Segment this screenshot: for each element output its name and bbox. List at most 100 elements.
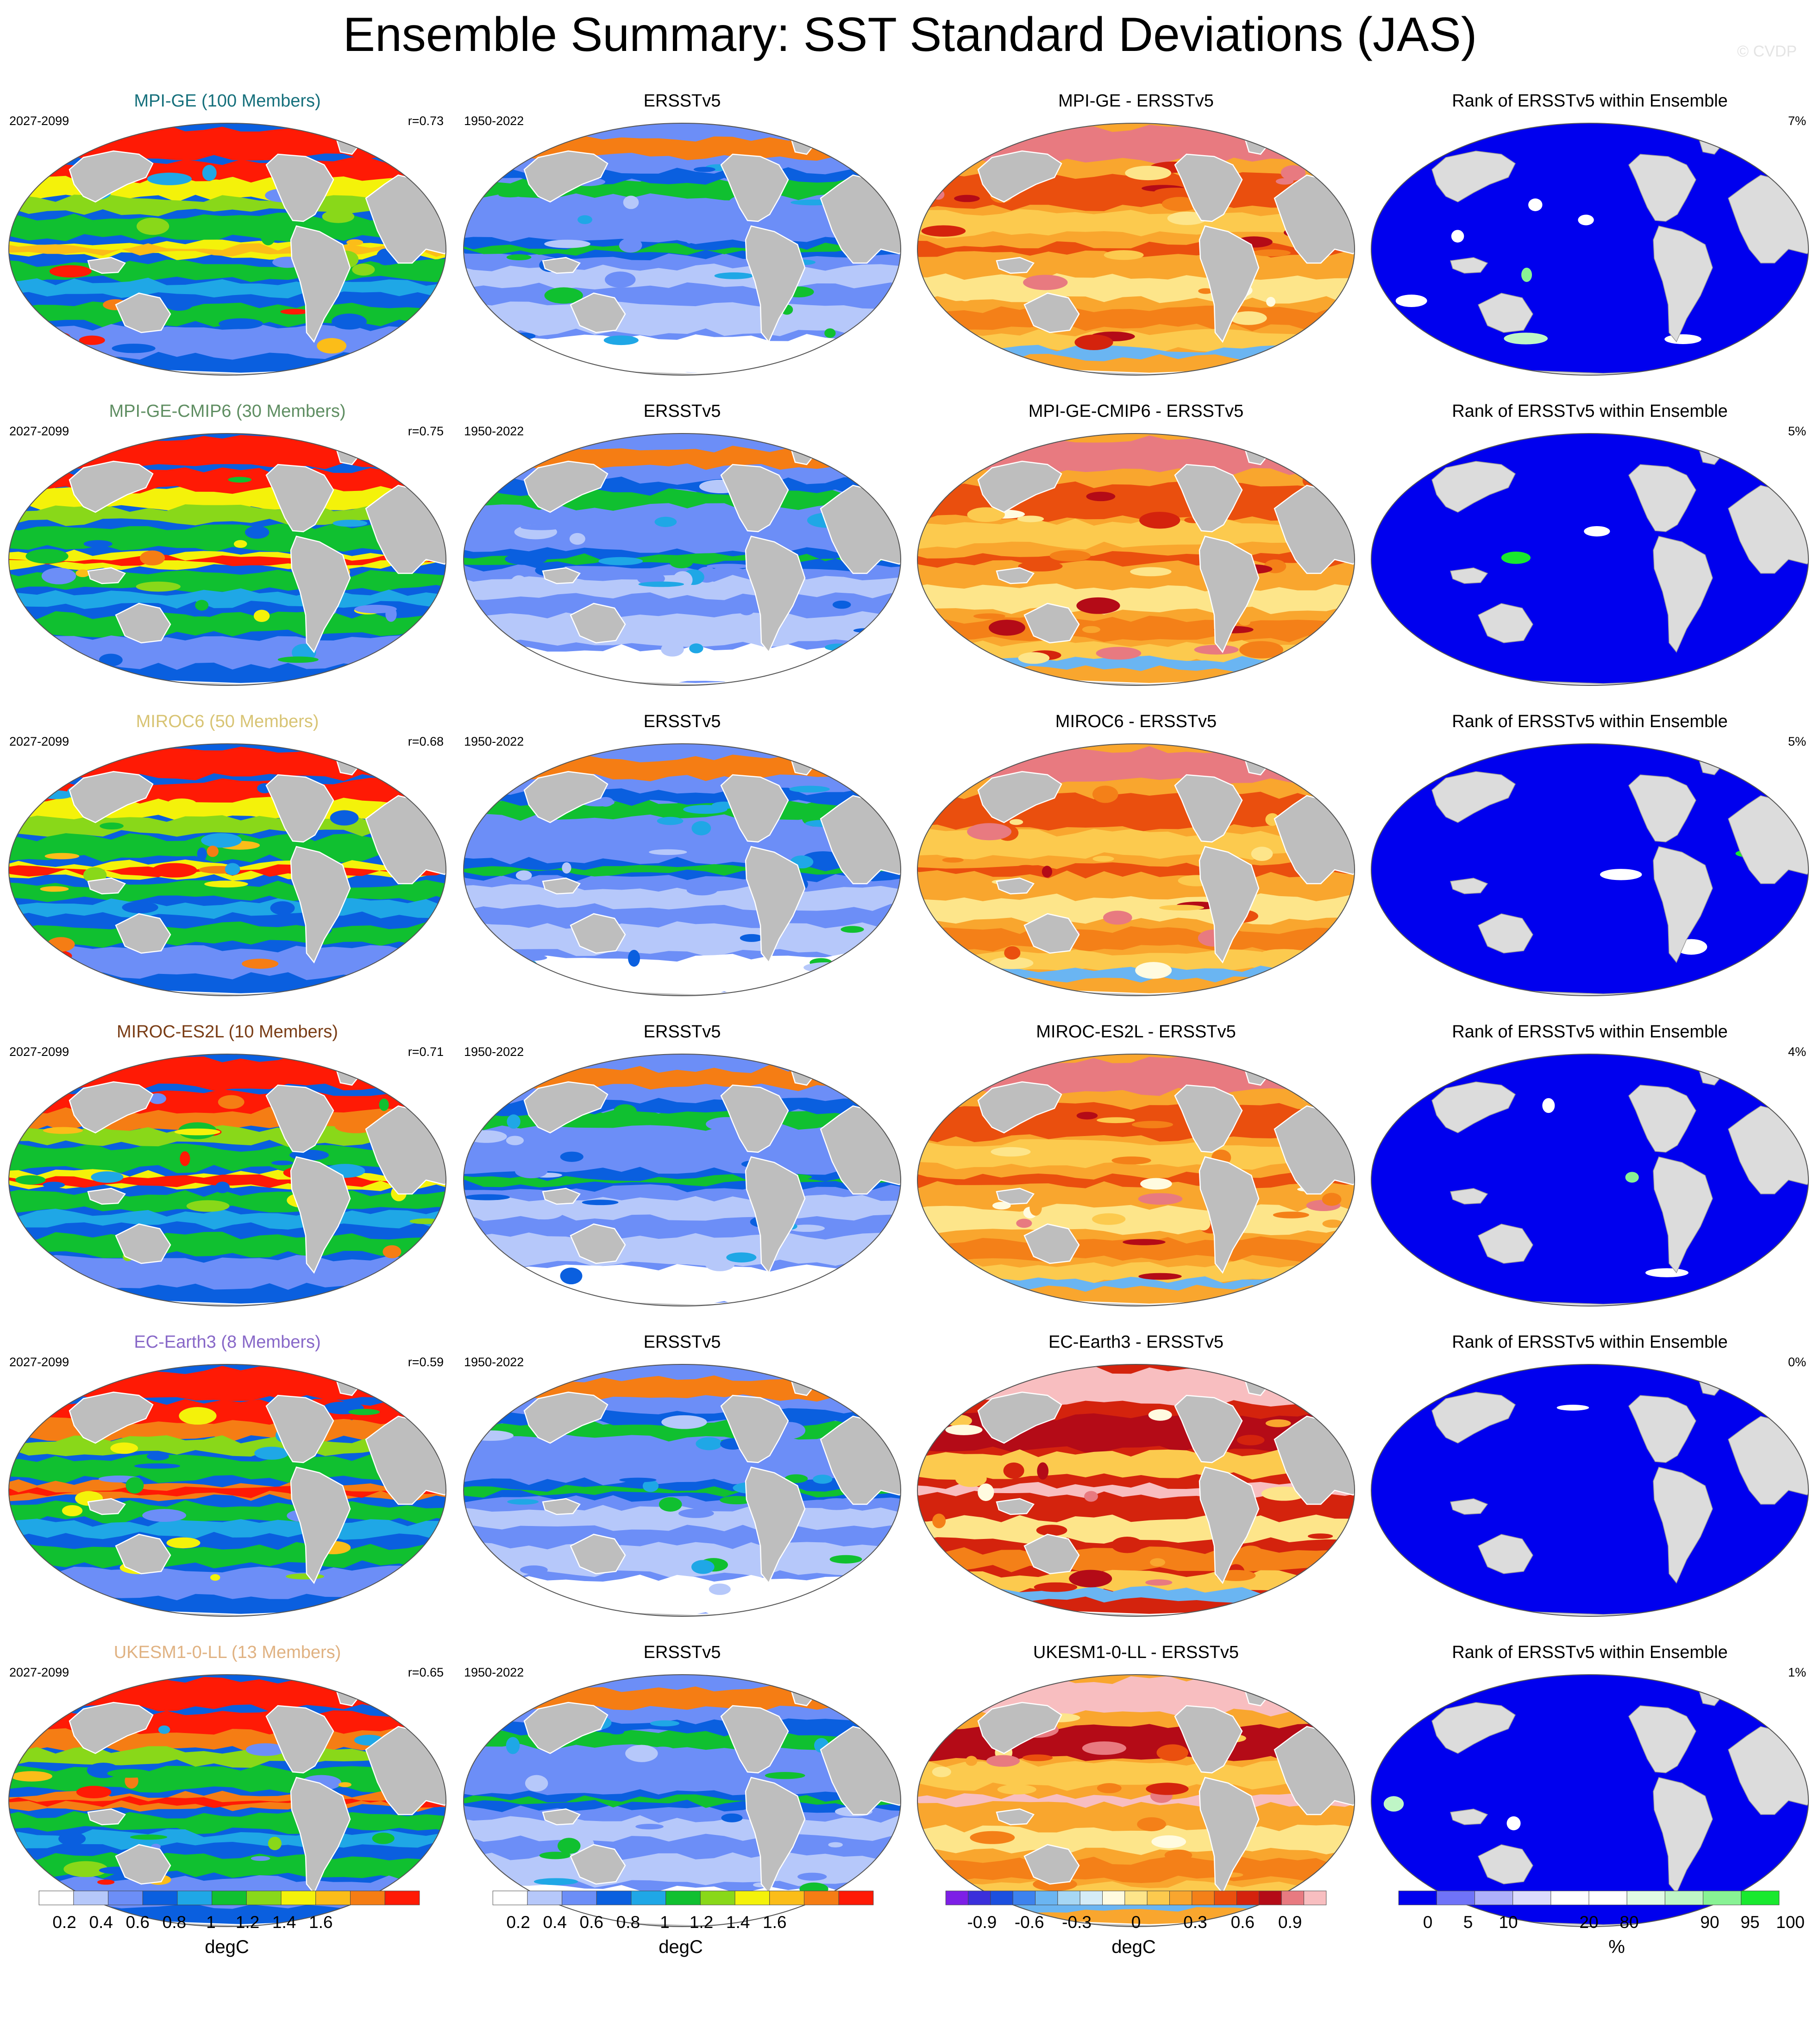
correlation-label: r=0.68 — [408, 735, 444, 748]
rank-panel: Rank of ERSSTv5 within Ensemble 1% — [1362, 1642, 1817, 1953]
model-panel: MPI-GE-CMIP6 (30 Members) 2027-2099 r=0.75 — [0, 401, 455, 711]
colorbar-swatch — [1214, 1890, 1237, 1905]
diff-panel: EC-Earth3 - ERSSTv5 — [909, 1332, 1363, 1642]
correlation-label: r=0.71 — [408, 1045, 444, 1059]
period-label: 2027-2099 — [9, 114, 69, 128]
period-label: 1950-2022 — [464, 114, 524, 128]
rank-percent-label: 5% — [1788, 424, 1806, 438]
model-map — [8, 1054, 446, 1306]
colorbar-swatch — [1741, 1890, 1780, 1905]
rank-percent-label: 1% — [1788, 1665, 1806, 1679]
colorbar-swatch — [700, 1890, 735, 1905]
colorbar-tick-label: 1.4 — [726, 1913, 750, 1932]
colorbar-tick-label: 0 — [1423, 1913, 1433, 1932]
colorbar-swatch — [492, 1890, 528, 1905]
colorbar-unit-label: degC — [205, 1937, 249, 1957]
colorbar-swatch — [246, 1890, 282, 1905]
colorbar-swatch — [1236, 1890, 1260, 1905]
correlation-label: r=0.65 — [408, 1665, 444, 1679]
colorbar-swatch — [838, 1890, 874, 1905]
period-label: 2027-2099 — [9, 735, 69, 748]
obs-panel-title: ERSSTv5 — [643, 91, 721, 111]
period-label: 1950-2022 — [464, 735, 524, 748]
model-panel: MPI-GE (100 Members) 2027-2099 r=0.73 — [0, 91, 455, 401]
colorbar-tick-label: 1.6 — [763, 1913, 787, 1932]
colorbar-swatch — [350, 1890, 385, 1905]
colorbar-tick-label: 0.4 — [89, 1913, 113, 1932]
rank-panel: Rank of ERSSTv5 within Ensemble 0% — [1362, 1332, 1817, 1642]
colorbar-swatch — [665, 1890, 701, 1905]
correlation-label: r=0.75 — [408, 424, 444, 438]
colorbar-tick-label: 0.8 — [616, 1913, 640, 1932]
obs-panel: ERSSTv5 1950-2022 — [455, 91, 910, 401]
rank-panel-title: Rank of ERSSTv5 within Ensemble — [1452, 1022, 1728, 1042]
colorbar-swatch — [384, 1890, 420, 1905]
colorbar-swatch — [1035, 1890, 1058, 1905]
model-panel-title: MIROC6 (50 Members) — [136, 712, 319, 731]
colorbar-swatch — [73, 1890, 109, 1905]
obs-panel: ERSSTv5 1950-2022 — [455, 1332, 910, 1642]
period-label: 2027-2099 — [9, 1665, 69, 1679]
colorbar-tick-label: 0.4 — [543, 1913, 567, 1932]
obs-map — [463, 433, 901, 686]
colorbar-swatch — [1436, 1890, 1475, 1905]
rank-panel-title: Rank of ERSSTv5 within Ensemble — [1452, 91, 1728, 111]
period-label: 2027-2099 — [9, 1355, 69, 1369]
colorbar-unit-label: % — [1608, 1937, 1625, 1957]
rank-map — [1371, 743, 1809, 996]
colorbar-tick-label: 1.4 — [272, 1913, 296, 1932]
rank-panel-title: Rank of ERSSTv5 within Ensemble — [1452, 1643, 1728, 1662]
colorbar-swatch — [1550, 1890, 1589, 1905]
colorbar-swatch — [1192, 1890, 1215, 1905]
diff-panel-title: EC-Earth3 - ERSSTv5 — [1048, 1332, 1224, 1352]
period-label: 1950-2022 — [464, 424, 524, 438]
colorbar-swatch — [769, 1890, 804, 1905]
colorbar-swatches — [38, 1890, 420, 1905]
colorbar-tick-label: -0.9 — [967, 1913, 997, 1932]
model-map — [8, 123, 446, 376]
model-panel: MIROC-ES2L (10 Members) 2027-2099 r=0.71 — [0, 1022, 455, 1332]
obs-panel-title: ERSSTv5 — [643, 1332, 721, 1352]
rank-map — [1371, 1364, 1809, 1617]
colorbar-tick-label: 1.2 — [689, 1913, 714, 1932]
copyright-label: © CVDP — [1737, 43, 1797, 60]
colorbar-tick-label: -0.6 — [1014, 1913, 1044, 1932]
rank-map — [1371, 433, 1809, 686]
correlation-label: r=0.59 — [408, 1355, 444, 1369]
period-label: 1950-2022 — [464, 1665, 524, 1679]
colorbar-tick-label: 0.9 — [1278, 1913, 1302, 1932]
diff-map — [917, 743, 1355, 996]
colorbar-swatch — [527, 1890, 563, 1905]
rank-percent-label: 5% — [1788, 735, 1806, 748]
colorbar-tick-label: 90 — [1700, 1913, 1720, 1932]
rank-panel: Rank of ERSSTv5 within Ensemble 5% — [1362, 401, 1817, 711]
colorbar-swatch — [1281, 1890, 1304, 1905]
rank-percent-label: 7% — [1788, 114, 1806, 128]
colorbar-swatch — [596, 1890, 632, 1905]
diff-map — [917, 123, 1355, 376]
colorbar-swatch — [631, 1890, 666, 1905]
colorbar-tick-label: 1.6 — [309, 1913, 333, 1932]
diff-map — [917, 1054, 1355, 1306]
model-panel-title: MPI-GE (100 Members) — [134, 91, 321, 111]
colorbar-swatch — [1664, 1890, 1703, 1905]
period-label: 2027-2099 — [9, 424, 69, 438]
colorbar-tick-label: 0.6 — [126, 1913, 150, 1932]
colorbar-swatch — [212, 1890, 247, 1905]
colorbar-unit-label: degC — [659, 1937, 703, 1957]
colorbar-swatch — [1512, 1890, 1551, 1905]
colorbar-swatch — [1124, 1890, 1148, 1905]
colorbar-tick-label: 100 — [1776, 1913, 1805, 1932]
colorbar-swatches — [492, 1890, 874, 1905]
colorbar-swatch — [803, 1890, 839, 1905]
colorbar-tick-label: 1 — [660, 1913, 670, 1932]
diff-panel-title: MPI-GE-CMIP6 - ERSSTv5 — [1028, 402, 1244, 421]
rank-percent-label: 4% — [1788, 1045, 1806, 1059]
rank-map — [1371, 1054, 1809, 1306]
model-panel: UKESM1-0-LL (13 Members) 2027-2099 r=0.65 — [0, 1642, 455, 1953]
colorbar-tick-label: 0.3 — [1183, 1913, 1207, 1932]
obs-panel-title: ERSSTv5 — [643, 712, 721, 731]
diff-map — [917, 1364, 1355, 1617]
obs-map — [463, 1674, 901, 1927]
colorbar-tick-label: 0.2 — [506, 1913, 530, 1932]
